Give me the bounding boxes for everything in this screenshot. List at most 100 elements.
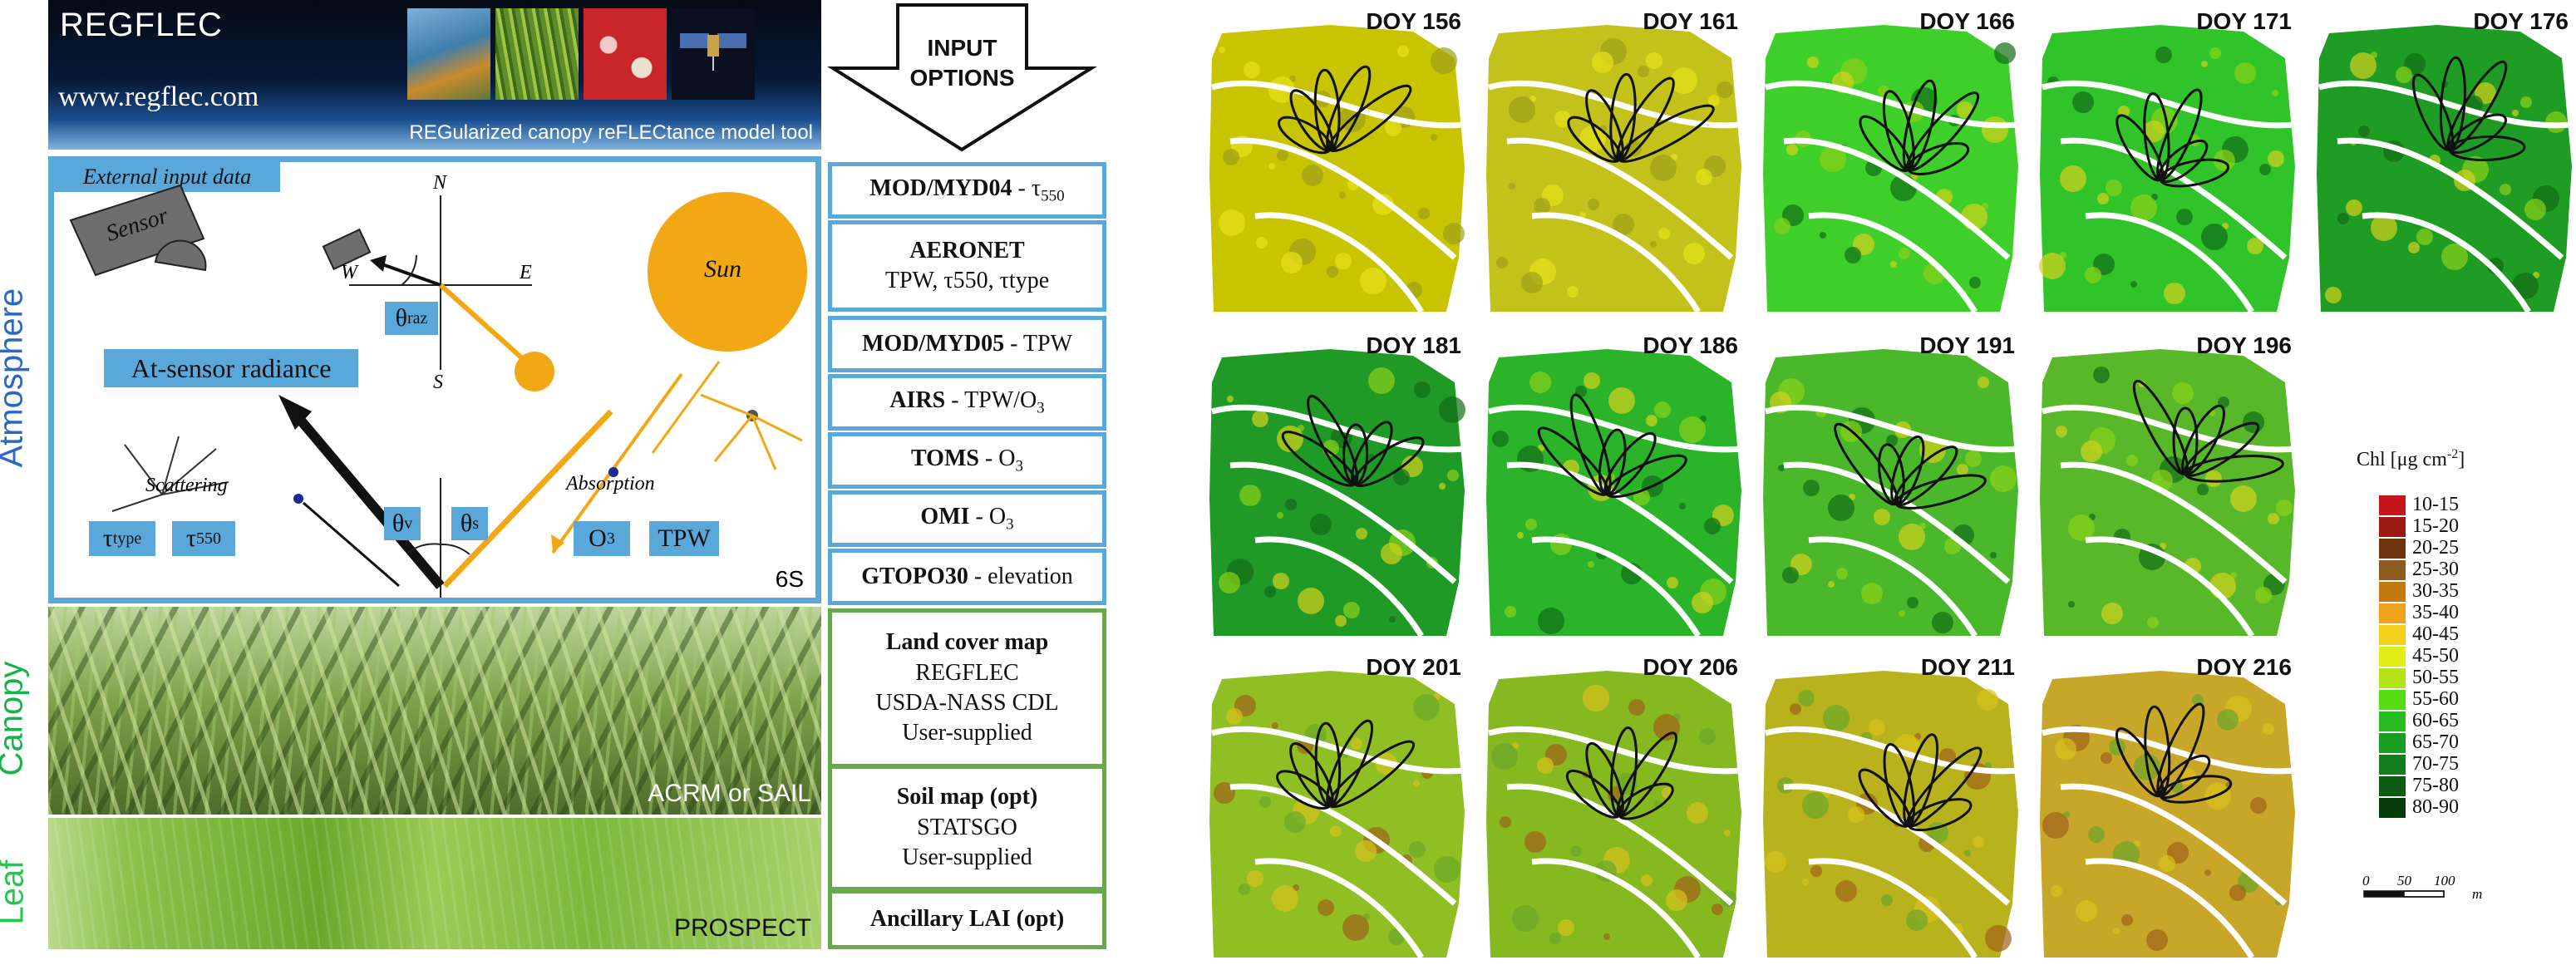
field-texture bbox=[1226, 708, 1243, 725]
field-texture bbox=[2520, 96, 2532, 108]
field-road bbox=[1808, 858, 1978, 959]
field-texture bbox=[1790, 703, 1801, 715]
input-option-detail: - O bbox=[969, 503, 1007, 529]
field-texture bbox=[1356, 528, 1367, 539]
field-texture bbox=[2250, 797, 2267, 814]
legend-label: 75-80 bbox=[2412, 775, 2459, 796]
atmosphere-panel: External input data bbox=[48, 156, 821, 603]
compass-east: E bbox=[520, 262, 532, 283]
input-option-name: Land cover map bbox=[885, 629, 1049, 656]
legend-swatch bbox=[2379, 755, 2406, 775]
field-texture bbox=[1679, 416, 1706, 443]
field-texture bbox=[2172, 382, 2194, 404]
map-corner-mask bbox=[1759, 8, 1834, 33]
field-texture bbox=[1272, 885, 1298, 912]
scale-bar bbox=[2363, 890, 2445, 898]
view-geometry-loop bbox=[2448, 135, 2526, 162]
field-texture bbox=[1397, 46, 1409, 57]
chlorophyll-map: DOY 176 bbox=[2312, 8, 2576, 318]
field-road bbox=[1506, 783, 1734, 906]
field-texture bbox=[1584, 372, 1600, 389]
input-option-mod-myd05: MOD/MYD05 - TPW bbox=[828, 316, 1106, 372]
scale-label-50: 50 bbox=[2397, 873, 2411, 889]
field-road bbox=[1254, 212, 1424, 313]
field-texture bbox=[1330, 825, 1342, 837]
input-option-detail: - TPW/O bbox=[945, 386, 1037, 413]
theta-raz-box: θ raz bbox=[385, 302, 438, 335]
chlorophyll-map: DOY 186 bbox=[1482, 332, 1748, 642]
legend-title-text: Chl [μg cm bbox=[2357, 449, 2447, 470]
doy-label: DOY 176 bbox=[2473, 8, 2569, 34]
field-texture bbox=[1835, 880, 1857, 902]
field-texture bbox=[1683, 243, 1705, 264]
absorption-label: Absorption bbox=[566, 473, 655, 495]
map-corner-mask bbox=[1759, 332, 1834, 357]
sensor-icon bbox=[69, 184, 207, 277]
doy-label: DOY 196 bbox=[2196, 332, 2292, 358]
website-url[interactable]: www.regflec.com bbox=[58, 81, 259, 112]
app-title: REGFLEC bbox=[60, 7, 223, 43]
field-texture bbox=[1355, 840, 1377, 862]
field-texture bbox=[2042, 812, 2069, 839]
legend-swatch bbox=[2379, 798, 2406, 818]
leaf-photo: PROSPECT bbox=[48, 818, 821, 949]
field-texture bbox=[1820, 232, 1826, 239]
field-texture bbox=[1256, 237, 1268, 249]
field-texture bbox=[2230, 485, 2257, 512]
map-corner-mask bbox=[2312, 8, 2387, 33]
field-texture bbox=[1509, 183, 1515, 190]
field-texture bbox=[1899, 610, 1905, 617]
field-texture bbox=[1570, 845, 1582, 857]
field-texture bbox=[1268, 163, 1275, 170]
input-option-name: MOD/MYD04 bbox=[869, 175, 1012, 201]
field-texture bbox=[1932, 612, 1953, 633]
field-texture bbox=[2113, 928, 2120, 934]
view-geometry-loop bbox=[1907, 798, 1973, 832]
map-field-image bbox=[2036, 654, 2296, 959]
field-road bbox=[1211, 726, 1465, 775]
chlorophyll-map: DOY 161 bbox=[1482, 8, 1748, 318]
input-option-detail: STATSGO bbox=[917, 814, 1017, 840]
field-texture bbox=[2234, 62, 2256, 84]
theta-v-symbol: θ bbox=[392, 510, 405, 537]
chlorophyll-map: DOY 206 bbox=[1482, 654, 1748, 963]
field-texture bbox=[2055, 738, 2076, 760]
field-texture bbox=[2106, 180, 2122, 196]
field-texture bbox=[1284, 811, 1306, 833]
legend-label: 40-45 bbox=[2412, 623, 2459, 645]
field-texture bbox=[1978, 377, 1989, 388]
map-field-image bbox=[1482, 8, 1742, 313]
field-texture bbox=[2197, 484, 2209, 495]
input-option-name: OMI bbox=[920, 503, 970, 529]
field-texture bbox=[1899, 524, 1925, 550]
field-texture bbox=[1774, 218, 1790, 234]
map-field-image bbox=[1482, 332, 1742, 638]
compass-west: W bbox=[341, 262, 357, 283]
legend-swatch bbox=[2379, 603, 2406, 623]
field-texture bbox=[1409, 841, 1426, 858]
map-corner-mask bbox=[2036, 8, 2111, 33]
input-option-omi: OMI - O3 bbox=[828, 490, 1106, 547]
field-texture bbox=[1227, 396, 1234, 402]
field-texture bbox=[2146, 929, 2168, 951]
view-geometry-loop bbox=[1327, 740, 1416, 809]
field-road bbox=[1808, 536, 1978, 638]
field-road bbox=[1808, 212, 1978, 313]
field-road bbox=[2085, 212, 2254, 313]
input-option-subscript: 3 bbox=[1006, 515, 1014, 534]
legend-swatch bbox=[2379, 776, 2406, 796]
field-texture bbox=[1613, 214, 1634, 235]
field-road bbox=[2337, 137, 2564, 260]
scale-label-0: 0 bbox=[2362, 873, 2370, 889]
field-texture bbox=[1219, 209, 1245, 236]
tau-550-symbol: τ bbox=[185, 524, 197, 552]
legend-swatch bbox=[2379, 625, 2406, 645]
field-texture bbox=[2259, 164, 2271, 175]
field-road bbox=[1783, 783, 2011, 906]
legend-title-end: ] bbox=[2458, 449, 2465, 470]
field-texture bbox=[1439, 483, 1446, 490]
field-texture bbox=[1687, 802, 1708, 824]
field-texture bbox=[1579, 126, 1606, 152]
